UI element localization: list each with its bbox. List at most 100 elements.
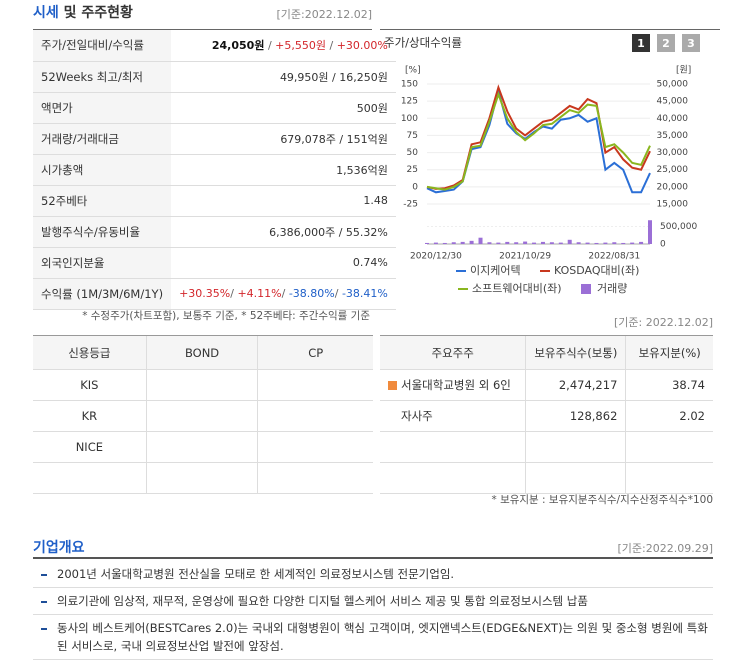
date: [기준:2022.12.02] (276, 8, 372, 21)
cell-text: KIS (80, 378, 99, 392)
row: 52Weeks 최고/최저 49,950원 / 16,250원 (33, 61, 396, 93)
tab-label[interactable]: 3 (687, 37, 695, 50)
value-part: / (325, 39, 337, 53)
volume-bar (487, 242, 492, 244)
y-tick-label: 75 (407, 131, 418, 141)
cell-text: KR (81, 409, 98, 423)
row: 시가총액 1,536억원 (33, 154, 396, 186)
tab-label[interactable]: 2 (662, 37, 670, 50)
header-cell: CP (257, 335, 373, 370)
cell: 서울대학교병원 외 6인 (380, 369, 526, 401)
value-part: +4.11% (237, 287, 282, 300)
legend-swatch (581, 284, 591, 294)
row: 서울대학교병원 외 6인 2,474,217 38.74 (380, 369, 713, 401)
quote-table: 주가/전일대비/수익률 24,050원 / +5,550원 / +30.00% 52… (33, 30, 396, 310)
row: 거래량/거래대금 679,078주 / 151억원 (33, 123, 396, 155)
date: [기준: 2022.12.02] (613, 316, 713, 329)
row: 수익률 (1M/3M/6M/1Y) +30.35%/ +4.11%/ -38.80… (33, 278, 396, 310)
cell (525, 431, 626, 463)
overview-item: 2001년 서울대학교병원 전산실을 모태로 한 세계적인 의료정보시스템 전문… (33, 561, 713, 588)
header-cell: 주요주주 (380, 335, 526, 370)
y2-tick-label: 30,000 (657, 148, 689, 158)
volume-bar (585, 242, 590, 244)
row (380, 431, 713, 463)
row: NICE (33, 431, 373, 463)
tab[interactable] (682, 34, 700, 52)
value-part: +5,550원 (275, 39, 326, 53)
y2-tick-label: 35,000 (657, 131, 689, 141)
label: 52주베타 (33, 185, 172, 217)
chart: 주가/상대수익률 1 2 3 [%] [원] 150 125 100 75 50 25 0 -25 50,0… (384, 34, 700, 295)
expand-icon (388, 381, 397, 390)
value-part: 1.48 (363, 194, 388, 207)
volume-bar (451, 242, 456, 244)
cell: 2.02 (625, 400, 713, 432)
overview-item: 의료기관에 임상적, 재무적, 운영상에 필요한 다양한 디지털 헬스케어 서비… (33, 588, 713, 615)
cell (525, 462, 626, 494)
row: 발행주식수/유동비율 6,386,000주 / 55.32% (33, 216, 396, 248)
label: 액면가 (33, 92, 172, 124)
value-part: / (264, 39, 276, 53)
credit-table: 신용등급 BOND CP KIS KR NICE (33, 335, 373, 494)
legend-label: KOSDAQ대비(좌) (554, 264, 639, 277)
cell: 38.74 (625, 369, 713, 401)
volume-bar (630, 242, 635, 244)
cell-text: 38.74 (672, 378, 705, 392)
y2-tick-label: 40,000 (657, 114, 689, 124)
cell-text: 2,474,217 (558, 378, 618, 392)
y2-tick-label: 20,000 (657, 182, 689, 192)
volume-bar (425, 242, 429, 244)
row (380, 462, 713, 494)
value: 24,050원 / +5,550원 / +30.00% (171, 30, 396, 62)
divider (380, 29, 720, 30)
value-part: 500원 (356, 101, 388, 115)
cell: 2,474,217 (525, 369, 626, 401)
label: 발행주식수/유동비율 (33, 216, 172, 248)
y-tick-label: 125 (401, 97, 418, 107)
row: KR (33, 400, 373, 432)
volume-bar (505, 241, 510, 244)
header-row: 주요주주 보유주식수(보통) 보유지분(%) (380, 335, 713, 370)
value: +30.35%/ +4.11%/ -38.80%/ -38.41% (171, 278, 396, 310)
holder-table: 주요주주 보유주식수(보통) 보유지분(%) 서울대학교병원 외 6인 2,474,21… (380, 335, 713, 494)
value-part: 0.74% (352, 256, 388, 269)
value-part: 6,386,000주 / 55.32% (269, 225, 388, 239)
y-tick-label: 100 (401, 114, 418, 124)
volume-bar (576, 242, 581, 244)
series-line (426, 87, 651, 194)
cell (257, 369, 373, 401)
volume-bar (621, 242, 626, 244)
value: 0.74% (171, 247, 396, 279)
tab[interactable] (657, 34, 675, 52)
cell (625, 431, 713, 463)
cell-text: 128,862 (569, 409, 618, 423)
value-part: -38.80% (288, 287, 335, 300)
row: 외국인지분율 0.74% (33, 247, 396, 279)
volume-bar (523, 241, 528, 244)
y2-tick-label: 15,000 (657, 200, 689, 210)
volume-tick-label: 0 (660, 240, 666, 250)
cell: KIS (33, 369, 147, 401)
y-unit: [%] (405, 66, 421, 76)
header-cell: 보유주식수(보통) (525, 335, 626, 370)
series-line (426, 84, 651, 190)
volume-bar (603, 242, 608, 244)
tab-label[interactable]: 1 (637, 37, 645, 50)
label: 거래량/거래대금 (33, 123, 172, 155)
tab[interactable] (632, 34, 650, 52)
label: 외국인지분율 (33, 247, 172, 279)
volume-bar (442, 242, 447, 244)
cell (33, 462, 147, 494)
value-part: 1,536억원 (336, 163, 388, 177)
value-part: 679,078주 / 151억원 (280, 132, 388, 146)
value: 1,536억원 (171, 154, 396, 186)
cell-text: NICE (75, 440, 103, 454)
overview-item: 동사의 베스트케어(BESTCares 2.0)는 국내외 대형병원이 핵심 고… (33, 615, 713, 660)
row: 자사주 128,862 2.02 (380, 400, 713, 432)
volume-bar (594, 242, 599, 244)
x-tick-label: 2022/08/31 (588, 252, 640, 262)
title-main: 시세 (33, 5, 59, 21)
legend-label: 이지케어텍 (470, 264, 521, 277)
value: 49,950원 / 16,250원 (171, 61, 396, 93)
note: * 수정주가(차트포함), 보통주 기준, * 52주베타: 주간수익률 기준 (82, 310, 370, 322)
